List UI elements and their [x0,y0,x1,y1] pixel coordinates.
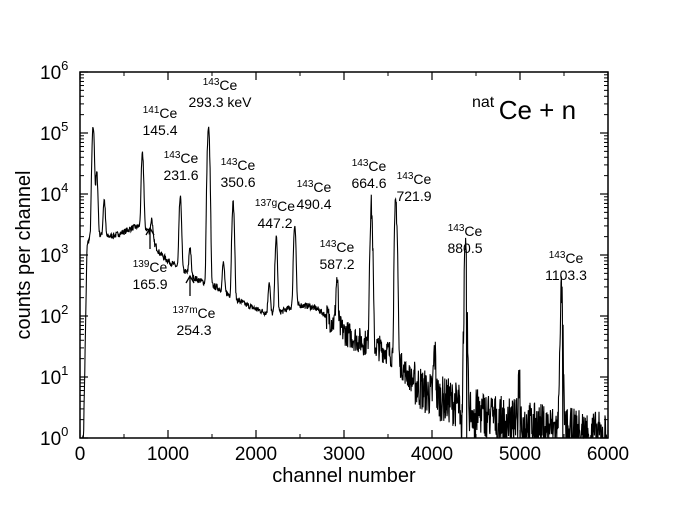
peak-energy-label: 721.9 [396,188,431,204]
x-tick-label: 2000 [235,444,277,465]
chart-title: nat Ce + n [472,94,576,125]
peak-annotation-label: 143Ce [549,250,584,266]
peak-energy-label: 664.6 [351,175,386,191]
y-tick-label: 103 [40,241,68,267]
x-tick-label: 1000 [147,444,189,465]
peak-energy-label: 254.3 [176,322,211,338]
peak-arrow-head [145,226,155,236]
x-tick-label: 3000 [323,444,365,465]
y-tick-label: 105 [40,119,68,145]
y-tick-label: 104 [40,180,68,206]
peak-energy-label: 231.6 [163,167,198,183]
x-tick-label: 0 [75,444,86,465]
peak-energy-label: 490.4 [296,196,331,212]
peak-energy-label: 1103.3 [545,267,587,283]
peak-energy-label: 880.5 [447,240,482,256]
peak-energy-label: 350.6 [220,174,255,190]
peak-annotation-label: 139Ce [133,259,168,275]
peak-annotation-label: 143Ce [397,171,432,187]
y-tick-label: 106 [40,58,68,84]
spectrum-series-group [82,126,608,439]
peak-annotation-label: 141Ce [143,105,178,121]
peak-annotation-label: 143Ce [352,158,387,174]
peak-annotation-label: 143Ce [203,77,238,93]
peak-annotation-label: 143Ce [221,157,256,173]
x-axis-label: channel number [272,465,416,487]
chart-title-sup: nat [472,94,495,111]
peak-energy-label: 587.2 [319,256,354,272]
peak-energy-label: 165.9 [132,276,167,292]
peak-annotation-label: 143Ce [297,179,332,195]
peak-energy-label: 293.3 keV [188,94,252,110]
peak-arrow-head [185,274,195,284]
peak-annotation-label: 143Ce [164,150,199,166]
spectrum-line [82,126,608,439]
y-axis-label: counts per channel [13,170,35,339]
peak-annotation-label: 137mCe [173,305,216,321]
peak-annotation-label: 143Ce [320,239,355,255]
x-tick-label: 4000 [411,444,453,465]
y-tick-label: 102 [40,302,68,328]
y-tick-label: 100 [40,424,68,450]
peak-annotation-label: 137gCe [255,198,295,214]
y-tick-label: 101 [40,363,68,389]
x-tick-label: 5000 [499,444,541,465]
peak-energy-label: 447.2 [257,215,292,231]
peak-annotation-label: 143Ce [448,223,483,239]
chart-title-main: Ce + n [499,95,576,125]
x-tick-label: 6000 [587,444,629,465]
peak-energy-label: 145.4 [142,122,177,138]
